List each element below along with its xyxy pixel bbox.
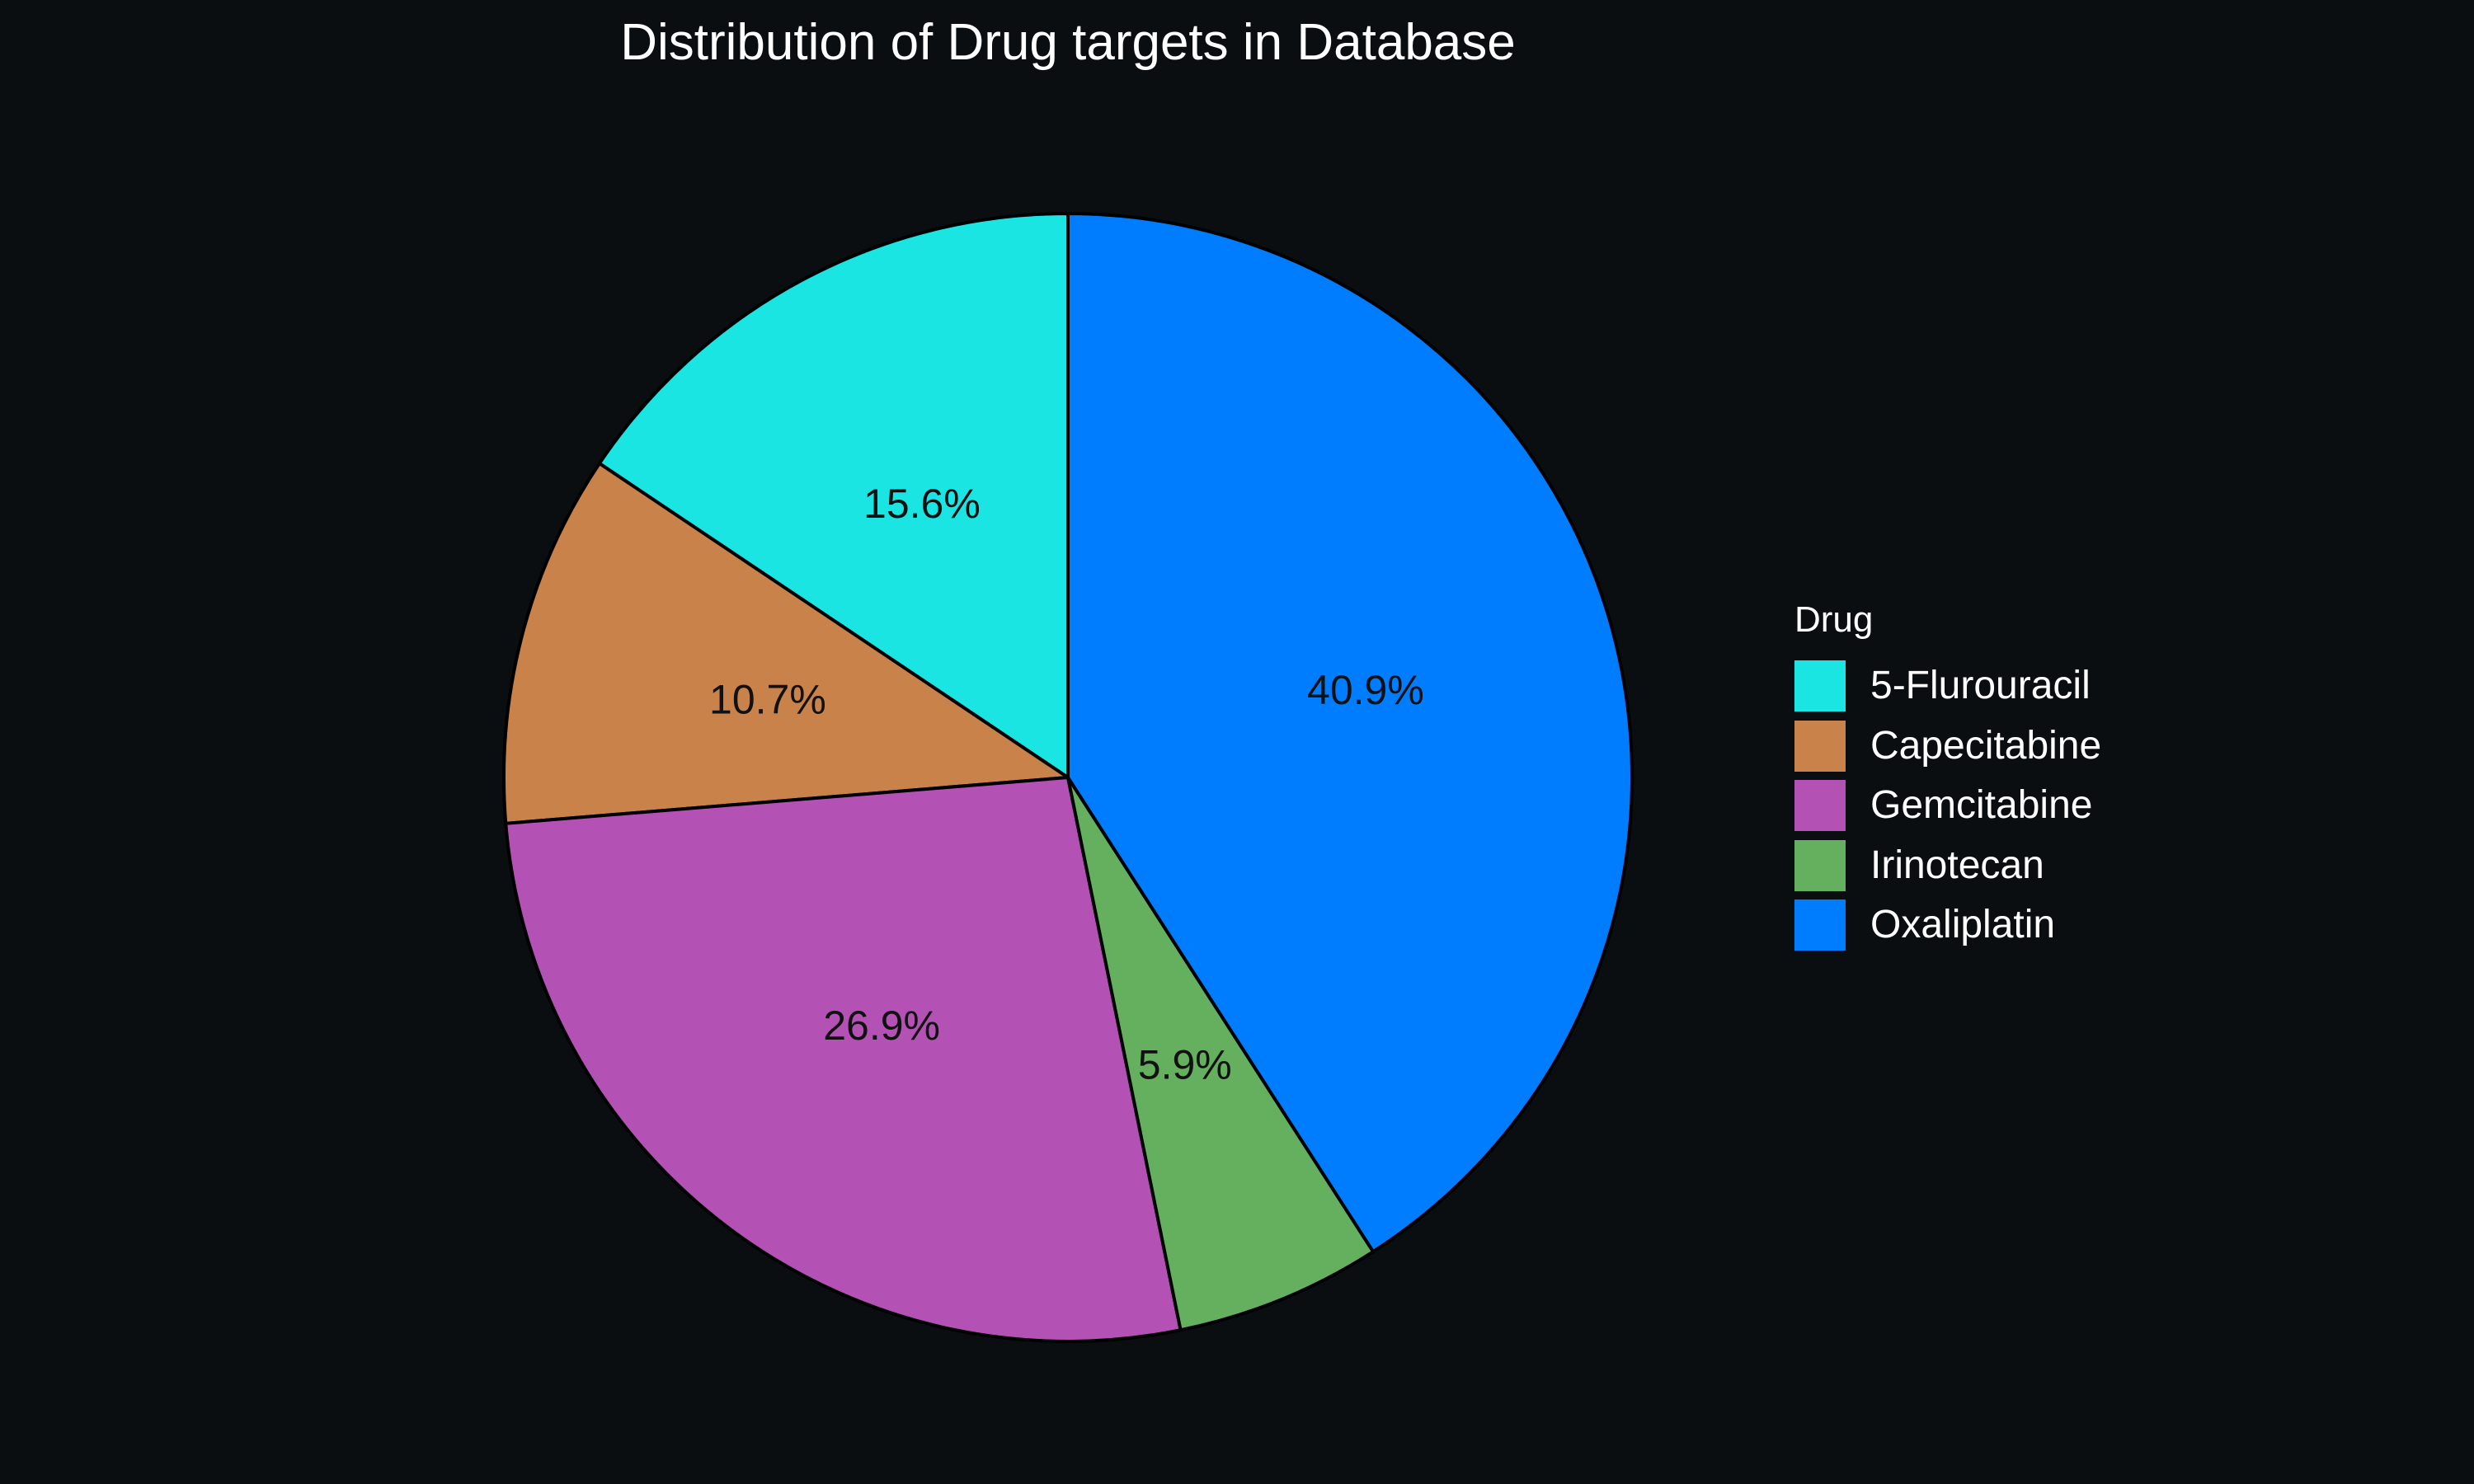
pie-chart: 15.6% 10.7% 26.9% 5.9% 40.9% bbox=[502, 212, 1634, 1343]
legend: Drug 5-Flurouracil Capecitabine Gemcitab… bbox=[1794, 595, 2101, 956]
slice-label-5-flurouracil: 15.6% bbox=[863, 481, 981, 527]
pie-slice-irinotecan bbox=[1066, 776, 1376, 1332]
legend-item-oxaliplatin: Oxaliplatin bbox=[1794, 895, 2101, 956]
legend-label-oxaliplatin: Oxaliplatin bbox=[1870, 903, 2056, 947]
slice-label-oxaliplatin: 40.9% bbox=[1307, 667, 1424, 713]
legend-item-5-flurouracil: 5-Flurouracil bbox=[1794, 656, 2101, 716]
legend-title: Drug bbox=[1794, 599, 1874, 640]
slice-label-gemcitabine: 26.9% bbox=[823, 1003, 940, 1049]
legend-label-irinotecan: Irinotecan bbox=[1870, 843, 2044, 887]
legend-swatch-capecitabine bbox=[1794, 720, 1846, 772]
chart-title: Distribution of Drug targets in Database bbox=[620, 14, 1516, 71]
slice-label-irinotecan: 5.9% bbox=[1138, 1041, 1232, 1087]
slice-label-capecitabine: 10.7% bbox=[709, 676, 826, 722]
pie-slices bbox=[502, 212, 1634, 1343]
legend-swatch-irinotecan bbox=[1794, 839, 1846, 891]
pie-slice-5-flurouracil bbox=[597, 212, 1070, 779]
legend-item-capecitabine: Capecitabine bbox=[1794, 716, 2101, 777]
legend-item-gemcitabine: Gemcitabine bbox=[1794, 776, 2101, 836]
legend-label-5-flurouracil: 5-Flurouracil bbox=[1870, 664, 2091, 708]
legend-item-irinotecan: Irinotecan bbox=[1794, 836, 2101, 896]
legend-label-capecitabine: Capecitabine bbox=[1870, 723, 2102, 768]
legend-swatch-5-flurouracil bbox=[1794, 660, 1846, 712]
legend-swatch-oxaliplatin bbox=[1794, 899, 1846, 951]
pie-slice-gemcitabine bbox=[504, 776, 1183, 1343]
legend-swatch-gemcitabine bbox=[1794, 780, 1846, 832]
legend-label-gemcitabine: Gemcitabine bbox=[1870, 783, 2093, 828]
pie-slice-oxaliplatin bbox=[1066, 212, 1634, 1254]
pie-slice-capecitabine bbox=[502, 462, 1070, 825]
pie-slice-labels: 15.6% 10.7% 26.9% 5.9% 40.9% bbox=[709, 481, 1424, 1087]
